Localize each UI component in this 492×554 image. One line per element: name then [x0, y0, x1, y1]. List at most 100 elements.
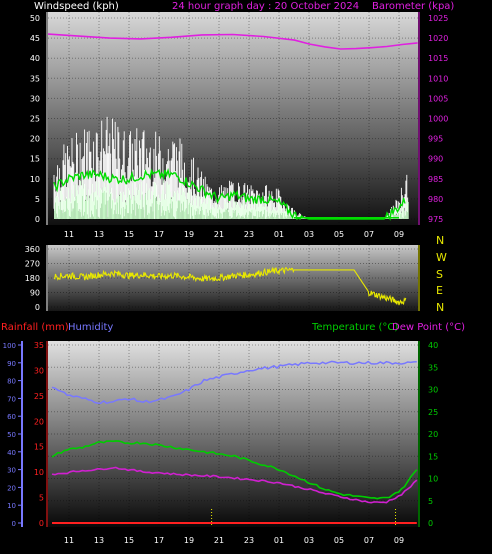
- windspeed-tick-label: 15: [30, 155, 40, 164]
- barometer-tick-label: 1010: [428, 74, 448, 83]
- barometer-tick-label: 990: [428, 155, 443, 164]
- windspeed-axis-title: Windspeed (kph): [34, 1, 119, 12]
- windspeed-tick-label: 0: [35, 215, 40, 224]
- x-tick-label: 07: [364, 536, 374, 545]
- humidity-tick-label: 0: [12, 520, 16, 528]
- barometer-tick-label: 1025: [428, 14, 448, 23]
- temperature-panel-grid: [48, 341, 418, 527]
- dewpoint-line: [51, 466, 418, 504]
- x-tick-label: 01: [274, 536, 284, 545]
- x-tick-label: 23: [244, 230, 254, 239]
- temperature-panel-background: [48, 341, 418, 527]
- compass-tick-label: N: [436, 301, 444, 314]
- temperature-tick-label: 15: [428, 452, 438, 461]
- temperature-tick-label: 40: [428, 341, 438, 350]
- windspeed-tick-label: 35: [30, 74, 40, 83]
- windspeed-tick-label: 45: [30, 34, 40, 43]
- barometer-tick-label: 995: [428, 135, 443, 144]
- humidity-tick-label: 80: [7, 378, 16, 386]
- rainfall-tick-label: 10: [34, 468, 44, 477]
- wind-panel-axes: 0510152025303540455097598098599099510001…: [30, 12, 448, 239]
- x-tick-label: 19: [184, 536, 194, 545]
- x-tick-label: 13: [94, 230, 104, 239]
- x-tick-label: 03: [304, 536, 314, 545]
- humidity-tick-label: 90: [7, 360, 16, 368]
- windspeed-tick-label: 20: [30, 135, 40, 144]
- direction-degree-tick-label: 180: [25, 274, 40, 283]
- barometer-tick-label: 1005: [428, 94, 448, 103]
- barometer-line: [47, 33, 418, 50]
- humidity-tick-label: 70: [7, 395, 16, 403]
- x-tick-label: 05: [334, 230, 344, 239]
- barometer-tick-label: 1015: [428, 54, 448, 63]
- compass-tick-label: S: [436, 268, 443, 281]
- direction-degree-tick-label: 270: [25, 260, 40, 269]
- x-tick-label: 21: [214, 536, 224, 545]
- windspeed-tick-label: 30: [30, 94, 40, 103]
- temperature-panel-marks: [51, 360, 418, 527]
- x-tick-label: 15: [124, 536, 134, 545]
- compass-tick-label: W: [436, 251, 447, 264]
- temperature-tick-label: 25: [428, 408, 438, 417]
- rainfall-tick-label: 35: [34, 341, 44, 350]
- x-tick-label: 21: [214, 230, 224, 239]
- humidity-tick-label: 20: [7, 484, 16, 492]
- humidity-tick-label: 40: [7, 449, 16, 457]
- x-tick-label: 15: [124, 230, 134, 239]
- x-tick-label: 09: [394, 536, 404, 545]
- wind-direction-line: [53, 266, 407, 306]
- windspeed-tick-label: 5: [35, 195, 40, 204]
- x-tick-label: 01: [274, 230, 284, 239]
- humidity-tick-label: 30: [7, 467, 16, 475]
- barometer-tick-label: 1000: [428, 115, 448, 124]
- barometer-tick-label: 1020: [428, 34, 448, 43]
- compass-tick-label: E: [436, 284, 443, 297]
- x-tick-label: 11: [64, 536, 74, 545]
- rainfall-tick-label: 20: [34, 417, 44, 426]
- dewpoint-axis-title: Dew Point (°C): [392, 322, 465, 333]
- compass-tick-label: N: [436, 234, 444, 247]
- barometer-tick-label: 975: [428, 215, 443, 224]
- temperature-tick-label: 35: [428, 363, 438, 372]
- x-tick-label: 13: [94, 536, 104, 545]
- humidity-tick-label: 60: [7, 413, 16, 421]
- x-tick-label: 03: [304, 230, 314, 239]
- barometer-tick-label: 980: [428, 195, 443, 204]
- temperature-panel-axes: 0102030405060708090100051015202530350510…: [3, 341, 438, 545]
- x-tick-label: 07: [364, 230, 374, 239]
- rainfall-tick-label: 5: [39, 494, 44, 503]
- temperature-line: [51, 440, 418, 500]
- humidity-line: [51, 360, 417, 405]
- temperature-tick-label: 0: [428, 519, 433, 528]
- x-tick-label: 17: [154, 536, 164, 545]
- direction-degree-tick-label: 360: [25, 245, 40, 254]
- x-tick-label: 09: [394, 230, 404, 239]
- x-tick-label: 11: [64, 230, 74, 239]
- humidity-axis-title: Humidity: [68, 322, 113, 333]
- direction-panel-marks: [53, 266, 407, 306]
- rainfall-axis-title: Rainfall (mm): [1, 322, 69, 333]
- wind-panel-marks: [47, 33, 418, 221]
- rainfall-tick-label: 25: [34, 392, 44, 401]
- direction-degree-tick-label: 0: [35, 303, 40, 312]
- humidity-tick-label: 50: [7, 431, 16, 439]
- rainfall-tick-label: 15: [34, 443, 44, 452]
- windspeed-tick-label: 10: [30, 175, 40, 184]
- x-tick-label: 23: [244, 536, 254, 545]
- direction-degree-tick-label: 90: [30, 289, 40, 298]
- barometer-tick-label: 985: [428, 175, 443, 184]
- direction-panel-background: [48, 245, 418, 311]
- rainfall-tick-label: 0: [39, 519, 44, 528]
- humidity-tick-label: 10: [7, 502, 16, 510]
- rainfall-tick-label: 30: [34, 366, 44, 375]
- x-tick-label: 17: [154, 230, 164, 239]
- wind-average-line: [53, 167, 406, 221]
- windspeed-tick-label: 40: [30, 54, 40, 63]
- temperature-axis-title: Temperature (°C): [311, 322, 398, 333]
- temperature-tick-label: 30: [428, 386, 438, 395]
- windspeed-tick-label: 50: [30, 14, 40, 23]
- humidity-tick-label: 100: [3, 342, 16, 350]
- x-tick-label: 05: [334, 536, 344, 545]
